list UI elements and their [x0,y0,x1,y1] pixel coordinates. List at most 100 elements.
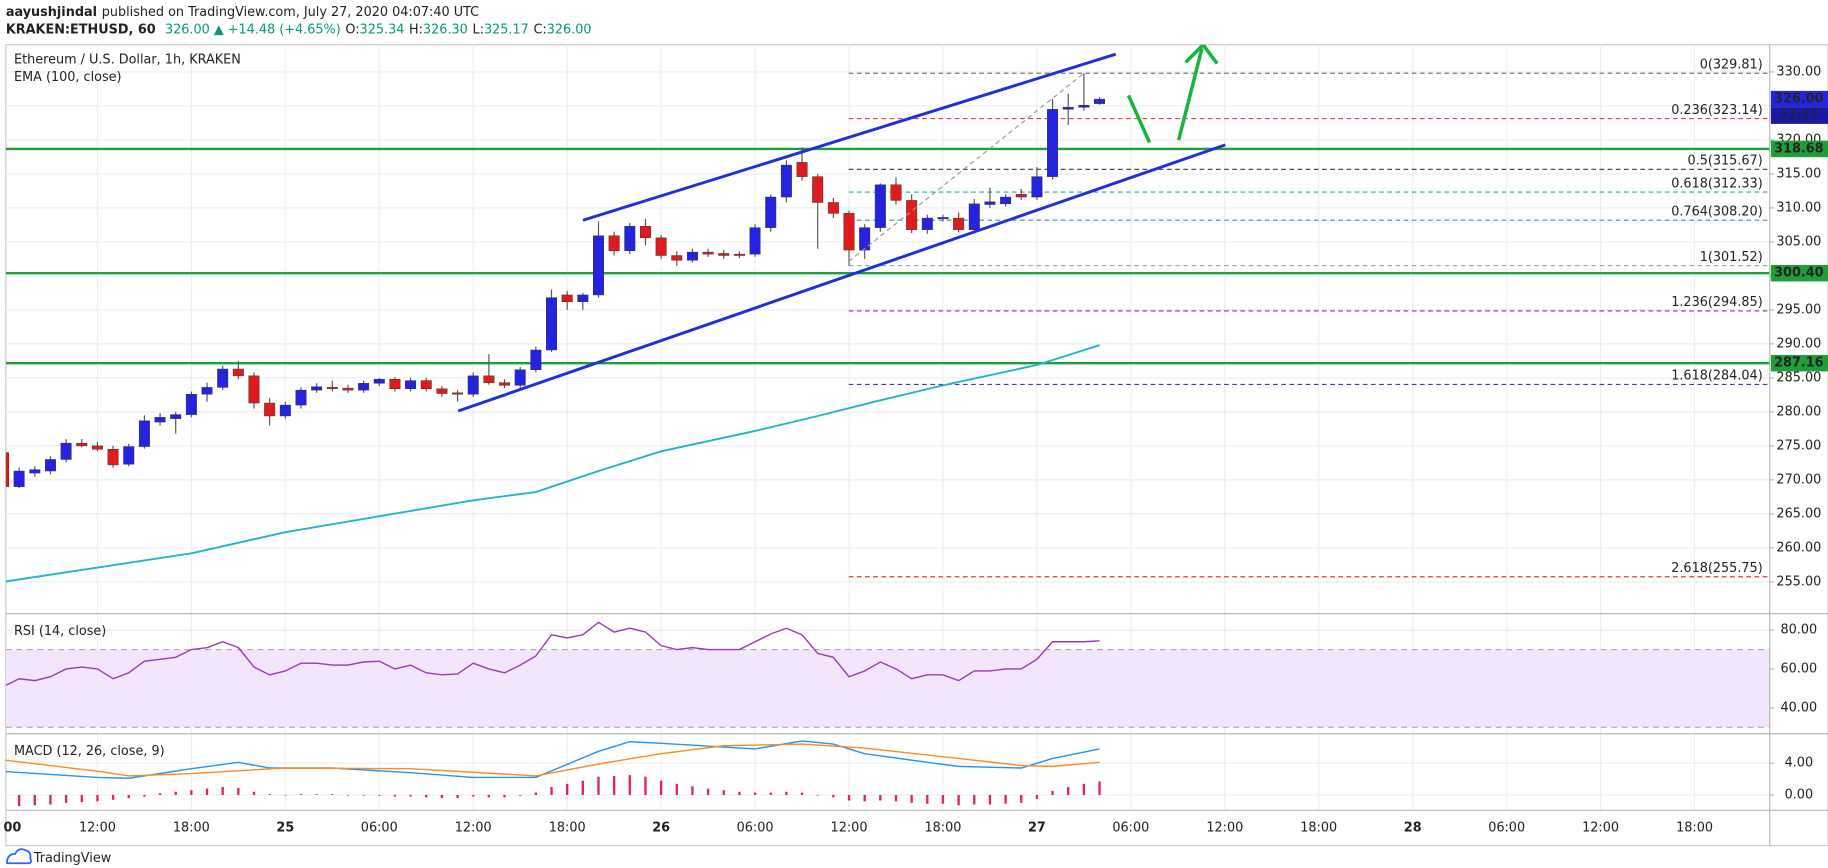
histogram-bar [1004,794,1007,804]
candle-body [608,235,620,251]
legend-entry: EMA (100, close) [14,70,122,85]
published: published on TradingView.com, July 27, 2… [102,4,479,19]
candle-body [264,402,276,417]
x-tick-label: 12:00 [1582,820,1619,835]
histogram-bar [1051,790,1054,795]
histogram-bar [675,783,678,795]
x-tick-label: 06:00 [1488,820,1525,835]
x-tick-label: 18:00 [925,820,962,835]
candle-body [5,452,9,487]
histogram-bar [456,794,459,799]
histogram-bar [753,792,757,795]
candle-body [702,251,714,255]
candle-body [859,227,871,251]
countdown-label: 52:27 [1780,108,1817,123]
candle-body [749,227,761,255]
candle-body [890,184,902,201]
level-tag-label: 287.16 [1774,356,1823,371]
price-tag-label: 326.00 [1774,92,1823,107]
histogram-bar [973,794,976,805]
histogram-bar [346,794,350,796]
x-tick-label: 06:00 [737,820,774,835]
candle-body [577,294,589,302]
y-tick-label: 275.00 [1776,438,1821,453]
ohlc-value: 325.17 [484,22,529,37]
candle-body [655,237,667,256]
arrow-up [1176,47,1204,141]
logo-icon [6,848,32,865]
x-tick-label: 27 [1028,820,1046,835]
candle-body [170,414,182,419]
y-tick-label: 265.00 [1776,506,1821,521]
histogram-bar [237,787,240,795]
pane [5,613,1770,734]
candle-body [921,217,933,230]
histogram-bar [597,776,600,795]
candle-body [29,469,41,474]
histogram-bar [143,794,146,797]
candle-body [499,382,511,386]
price-tag [1770,90,1828,108]
candle-body [546,297,557,351]
y-tick-label: 40.00 [1781,700,1818,715]
header-line: aayushjindal published on TradingView.com… [6,4,479,19]
macd-line [5,743,1100,777]
rsi-band [5,649,1770,728]
x-tick-label: 06:00 [1112,820,1149,835]
candle-body [1078,105,1090,108]
histogram-bar [190,790,193,795]
histogram-bar [80,794,83,803]
histogram-bar [988,794,992,805]
x-tick-label: 18:00 [549,820,586,835]
y-tick-label: 310.00 [1776,200,1821,215]
candle-body [1015,194,1027,198]
y-tick-label: 290.00 [1776,336,1821,351]
fib-label: 2.618(255.75) [1671,561,1762,576]
level-tag-label: 318.68 [1774,141,1823,156]
candle-body [248,375,260,404]
y-tick-label: 0.00 [1785,787,1814,802]
y-tick-label: 280.00 [1776,404,1821,419]
histogram-bar [644,776,647,795]
x-tick-label: 12:00 [455,820,492,835]
histogram-bar [299,794,303,795]
histogram-bar [205,788,209,795]
histogram-bar [425,794,428,798]
rsi-line [5,621,1100,687]
histogram-bar [612,775,616,795]
candle-body [389,379,401,389]
histogram-bar [362,794,365,796]
histogram-bar [252,791,256,795]
histogram-bar [691,786,694,795]
candle-body [185,393,197,415]
candle-body [107,449,119,466]
symbol: KRAKEN:ETHUSD, 60 [6,22,156,37]
candle-body [686,251,698,261]
y-tick-label: 315.00 [1776,166,1821,181]
x-tick-label: 12:00 [79,820,116,835]
ohlc-value: 325.34 [360,22,405,37]
fib-label: 0(329.81) [1700,57,1763,72]
channel-lower [457,143,1226,413]
logo [6,848,32,865]
candle-body [217,368,229,388]
plot-layer: 255.00260.00265.00270.00275.00280.00285.… [3,44,1828,835]
histogram-bar [550,787,553,795]
candle-body [76,442,88,447]
quote-line: KRAKEN:ETHUSD, 60 326.00 ▲ +14.48 (+4.65%… [6,22,592,37]
y-tick-label: 255.00 [1776,574,1821,589]
histogram-bar [659,780,663,795]
histogram-bar [96,794,99,802]
y-tick-label: 4.00 [1785,756,1814,771]
candle-body [201,387,213,395]
candle-body [1031,176,1043,198]
macd-line [5,740,1100,779]
histogram-bar [519,794,522,796]
histogram-bar [926,794,929,804]
histogram-bar [284,794,287,796]
candle-body [733,253,745,256]
quote: 326.00 ▲ +14.48 (+4.65%) [165,22,341,37]
y-tick-label: 330.00 [1776,64,1821,79]
candle-body [1047,109,1059,177]
